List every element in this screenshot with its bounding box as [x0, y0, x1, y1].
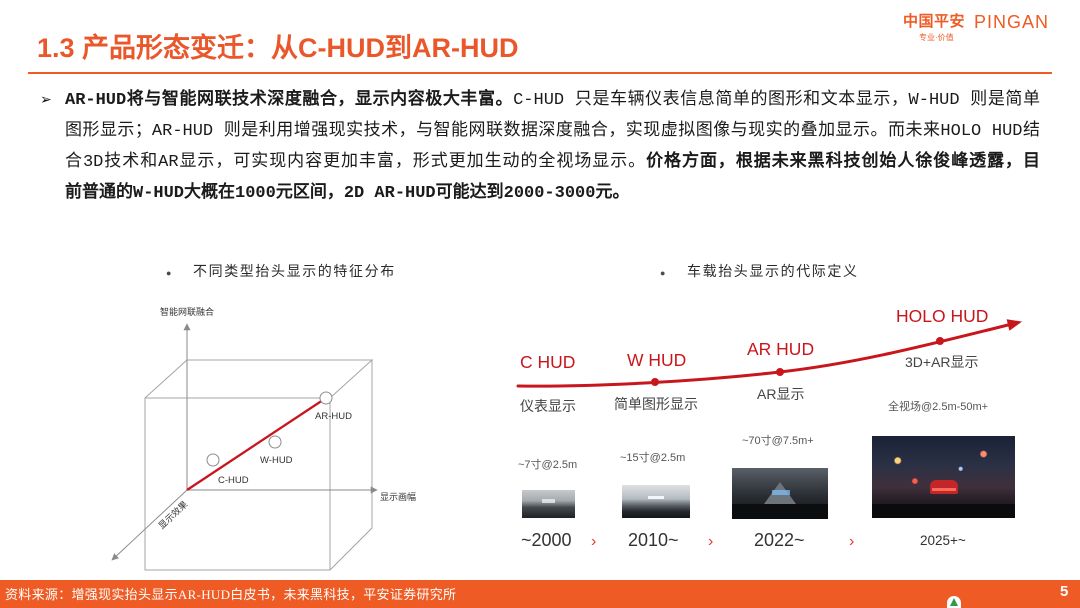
- holo-hud-display-type: 3D+AR显示: [905, 354, 979, 370]
- bullet-arrow-icon: ➢: [40, 92, 52, 108]
- w-hud-dot: [651, 378, 659, 386]
- bullet-text: 图形显示；AR-HUD 则是利用增强现实技术，与智能网联数据深度融合，实现虚拟图…: [65, 122, 1040, 141]
- left-figure-caption: 不同类型抬头显示的特征分布: [193, 265, 396, 280]
- chevron-right-icon: ›: [591, 533, 597, 550]
- bullet-line: 前普通的W-HUD大概在1000元区间，2D AR-HUD可能达到2000-30…: [65, 178, 1040, 209]
- hud-generation-curve: [516, 319, 1022, 388]
- ar-hud-year: 2022~: [754, 530, 805, 550]
- c-hud-label: C-HUD: [218, 475, 249, 486]
- tail-lights-shape: [932, 488, 956, 491]
- car-shape: [930, 480, 958, 494]
- w-hud-spec: ~15寸@2.5m: [620, 452, 686, 464]
- c-hud-spec: ~7寸@2.5m: [518, 459, 578, 471]
- holo-hud-photo: [872, 436, 1015, 518]
- bullet-text-bold: 前普通的W-HUD大概在1000元区间，2D AR-HUD可能达到2000-30…: [65, 184, 630, 203]
- w-hud-display-type: 简单图形显示: [614, 396, 698, 412]
- box-right-face: [329, 360, 373, 571]
- w-hud-label: W-HUD: [260, 455, 293, 466]
- chevron-right-icon: ›: [708, 533, 714, 550]
- footer-source-note: 资料来源：增强现实抬头显示AR-HUD白皮书，未来黑科技，平安证券研究所: [5, 587, 457, 602]
- ar-hud-photo: [732, 468, 828, 519]
- dashboard-shape: [732, 504, 828, 519]
- c-hud-display-type: 仪表显示: [520, 398, 576, 414]
- vertical-axis-label: 智能网联融合: [160, 306, 214, 317]
- ar-hud-title: AR HUD: [747, 339, 815, 359]
- ar-hud-display-type: AR显示: [757, 386, 805, 402]
- w-hud-year: 2010~: [628, 530, 679, 550]
- slide-title: 1.3 产品形态变迁：从C-HUD到AR-HUD: [37, 33, 519, 63]
- ar-hud-label: AR-HUD: [315, 411, 352, 422]
- hud-projection: [772, 490, 790, 495]
- holo-hud-dot: [936, 337, 944, 345]
- pingan-logo-en: PINGAN: [974, 12, 1050, 32]
- right-figure-caption: 车载抬头显示的代际定义: [687, 265, 859, 280]
- bullet-text: 合3D技术和AR显示，可实现内容更加丰富，形式更加生动的全视场显示。: [65, 153, 647, 172]
- emblem-triangle: [950, 598, 958, 606]
- w-hud-photo: [622, 485, 690, 518]
- footer-band: [0, 580, 1080, 608]
- footer-emblem-icon: [947, 596, 961, 608]
- right-caption-bullet-icon: ●: [660, 268, 666, 278]
- pingan-logo-tagline: 专业·价值: [919, 33, 954, 42]
- c-hud-year: ~2000: [521, 530, 572, 550]
- c-hud-title: C HUD: [520, 352, 576, 372]
- w-hud-title: W HUD: [627, 350, 687, 370]
- box-top-face: [144, 359, 374, 399]
- c-hud-point: [206, 453, 220, 467]
- bullet-paragraph: AR-HUD将与智能网联技术深度融合，显示内容极大丰富。C-HUD 只是车辆仪表…: [65, 85, 1040, 209]
- bullet-text-bold: AR-HUD将与智能网联技术深度融合，显示内容极大丰富。: [65, 91, 514, 110]
- dashboard-shape: [872, 504, 1015, 518]
- pingan-logo-cn: 中国平安: [903, 13, 966, 30]
- hud-trend-line: [186, 397, 327, 491]
- ar-hud-spec: ~70寸@7.5m+: [742, 435, 814, 447]
- depth-axis: [111, 489, 188, 561]
- w-hud-point: [268, 435, 282, 449]
- c-hud-photo: [522, 490, 575, 518]
- hud-projection: [542, 499, 555, 503]
- curve-arrowhead-icon: [1006, 319, 1022, 331]
- feature-distribution-diagram: C-HUD W-HUD AR-HUD 智能网联融合 显示画幅 显示效果: [111, 306, 416, 571]
- ar-hud-dot: [776, 368, 784, 376]
- page-number: 5: [1060, 583, 1069, 600]
- bullet-text: C-HUD 只是车辆仪表信息简单的图形和文本显示，W-HUD 则是简单: [513, 91, 1040, 110]
- left-caption-bullet-icon: ●: [166, 268, 172, 278]
- ar-hud-point: [319, 391, 333, 405]
- title-divider: [28, 72, 1052, 74]
- horizontal-axis-label: 显示画幅: [380, 491, 416, 502]
- holo-hud-title: HOLO HUD: [896, 306, 989, 326]
- holo-hud-spec: 全视场@2.5m-50m+: [888, 401, 989, 413]
- holo-hud-year: 2025+~: [920, 533, 966, 548]
- bullet-line: 合3D技术和AR显示，可实现内容更加丰富，形式更加生动的全视场显示。价格方面，根…: [65, 147, 1040, 178]
- bullet-line: 图形显示；AR-HUD 则是利用增强现实技术，与智能网联数据深度融合，实现虚拟图…: [65, 116, 1040, 147]
- chevron-right-icon: ›: [849, 533, 855, 550]
- hud-projection: [648, 496, 664, 499]
- bullet-text-bold: 价格方面，根据未来黑科技创始人徐俊峰透露，目: [646, 153, 1040, 172]
- bullet-line: AR-HUD将与智能网联技术深度融合，显示内容极大丰富。C-HUD 只是车辆仪表…: [65, 85, 1040, 116]
